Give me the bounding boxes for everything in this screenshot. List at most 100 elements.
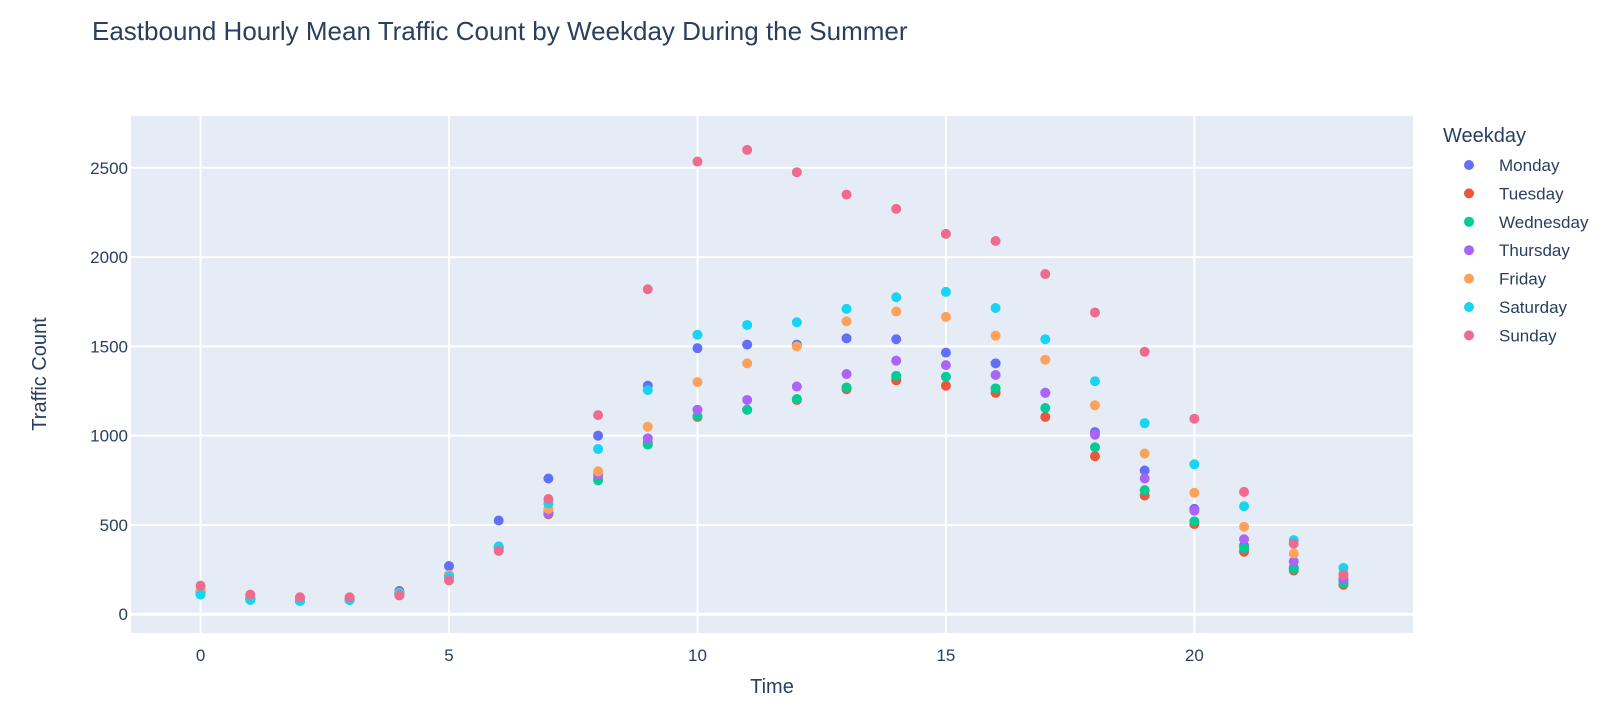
legend-item-saturday[interactable]: Saturday: [1464, 298, 1568, 317]
data-point[interactable]: [891, 306, 902, 317]
data-point[interactable]: [642, 433, 653, 444]
data-point[interactable]: [742, 144, 753, 155]
data-point[interactable]: [841, 316, 852, 327]
legend-item-sunday[interactable]: Sunday: [1464, 326, 1557, 345]
data-point[interactable]: [1288, 548, 1299, 559]
data-point[interactable]: [1189, 516, 1200, 527]
data-point[interactable]: [940, 311, 951, 322]
data-point[interactable]: [543, 494, 554, 505]
data-point[interactable]: [940, 286, 951, 297]
data-point[interactable]: [1089, 400, 1100, 411]
data-point[interactable]: [891, 203, 902, 214]
data-point[interactable]: [841, 382, 852, 393]
data-point[interactable]: [742, 404, 753, 415]
data-point[interactable]: [1139, 418, 1150, 429]
data-point[interactable]: [195, 589, 206, 600]
data-point[interactable]: [841, 303, 852, 314]
data-point[interactable]: [692, 377, 703, 388]
data-point[interactable]: [1239, 534, 1250, 545]
data-point[interactable]: [940, 347, 951, 358]
data-point[interactable]: [990, 236, 1001, 247]
data-point[interactable]: [1239, 543, 1250, 554]
data-point[interactable]: [791, 167, 802, 178]
data-point[interactable]: [593, 410, 604, 421]
data-point[interactable]: [593, 444, 604, 455]
data-point[interactable]: [791, 317, 802, 328]
data-point[interactable]: [1040, 402, 1051, 413]
data-point[interactable]: [841, 333, 852, 344]
legend-item-wednesday[interactable]: Wednesday: [1464, 213, 1589, 232]
data-point[interactable]: [444, 561, 455, 572]
data-point[interactable]: [1089, 442, 1100, 453]
legend-item-friday[interactable]: Friday: [1464, 270, 1547, 289]
data-point[interactable]: [940, 380, 951, 391]
data-point[interactable]: [1139, 346, 1150, 357]
data-point[interactable]: [1189, 459, 1200, 470]
data-point[interactable]: [891, 370, 902, 381]
data-point[interactable]: [990, 302, 1001, 313]
data-point[interactable]: [1189, 505, 1200, 516]
data-point[interactable]: [891, 334, 902, 345]
data-point[interactable]: [990, 330, 1001, 341]
data-point[interactable]: [642, 385, 653, 396]
data-point[interactable]: [1239, 486, 1250, 497]
data-point[interactable]: [692, 156, 703, 167]
legend[interactable]: Weekday Monday Tuesday Wednesday Thursday Fr…: [1443, 125, 1589, 345]
data-point[interactable]: [593, 430, 604, 441]
data-point[interactable]: [990, 383, 1001, 394]
data-point[interactable]: [940, 371, 951, 382]
data-point[interactable]: [444, 575, 455, 586]
data-point[interactable]: [1040, 269, 1051, 280]
data-point[interactable]: [791, 381, 802, 392]
data-point[interactable]: [1338, 562, 1349, 573]
data-point[interactable]: [1338, 569, 1349, 580]
data-point[interactable]: [1288, 556, 1299, 567]
data-point[interactable]: [642, 284, 653, 295]
data-point[interactable]: [791, 341, 802, 352]
data-point[interactable]: [692, 329, 703, 340]
data-point[interactable]: [742, 358, 753, 369]
data-point[interactable]: [742, 339, 753, 350]
data-point[interactable]: [940, 228, 951, 239]
data-point[interactable]: [1189, 413, 1200, 424]
data-point[interactable]: [195, 580, 206, 591]
legend-item-monday[interactable]: Monday: [1464, 156, 1560, 175]
legend-item-tuesday[interactable]: Tuesday: [1464, 184, 1564, 203]
data-point[interactable]: [1139, 473, 1150, 484]
data-point[interactable]: [1288, 538, 1299, 549]
data-point[interactable]: [1139, 485, 1150, 496]
data-point[interactable]: [692, 404, 703, 415]
data-point[interactable]: [593, 466, 604, 477]
data-point[interactable]: [1040, 387, 1051, 398]
data-point[interactable]: [1288, 563, 1299, 574]
data-point[interactable]: [1139, 465, 1150, 476]
data-point[interactable]: [692, 343, 703, 354]
data-point[interactable]: [1089, 307, 1100, 318]
data-point[interactable]: [841, 189, 852, 200]
data-point[interactable]: [294, 592, 305, 603]
data-point[interactable]: [543, 473, 554, 484]
data-point[interactable]: [1089, 376, 1100, 387]
data-point[interactable]: [344, 592, 355, 603]
data-point[interactable]: [791, 394, 802, 405]
data-point[interactable]: [1089, 451, 1100, 462]
data-point[interactable]: [245, 589, 256, 600]
data-point[interactable]: [742, 319, 753, 330]
legend-item-thursday[interactable]: Thursday: [1464, 241, 1570, 260]
data-point[interactable]: [1040, 411, 1051, 422]
data-point[interactable]: [841, 369, 852, 380]
data-point[interactable]: [394, 590, 405, 601]
data-point[interactable]: [1040, 334, 1051, 345]
data-point[interactable]: [891, 292, 902, 303]
data-point[interactable]: [1189, 487, 1200, 498]
data-point[interactable]: [742, 394, 753, 405]
data-point[interactable]: [1139, 448, 1150, 459]
data-point[interactable]: [642, 421, 653, 432]
data-point[interactable]: [940, 360, 951, 371]
data-point[interactable]: [493, 545, 504, 556]
data-point[interactable]: [1040, 354, 1051, 365]
data-point[interactable]: [1239, 521, 1250, 532]
data-point[interactable]: [990, 369, 1001, 380]
data-point[interactable]: [1239, 501, 1250, 512]
data-point[interactable]: [891, 355, 902, 366]
